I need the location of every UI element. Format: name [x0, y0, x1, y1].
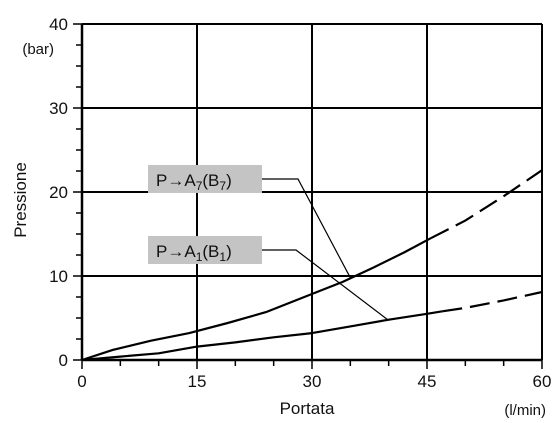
x-tick-label: 15 [188, 372, 207, 391]
series-dashed-extension-1 [430, 169, 543, 240]
series-line-1 [81, 237, 432, 362]
y-tick-label: 40 [49, 15, 68, 34]
series-label-leader-1 [262, 178, 351, 278]
series-label-1: P→A7(B7) [156, 171, 232, 193]
x-tick-label: 30 [303, 372, 322, 391]
series-label-2: P→A1(B1) [156, 242, 232, 264]
x-axis-label: Portata [280, 399, 335, 418]
series-dashed-extension-2 [442, 290, 543, 313]
y-axis-unit: (bar) [22, 41, 54, 58]
x-tick-label: 0 [77, 372, 86, 391]
y-axis-label: Pressione [11, 162, 30, 238]
series-label-box-1 [148, 165, 262, 193]
y-tick-label: 10 [49, 267, 68, 286]
y-tick-label: 0 [59, 351, 68, 370]
x-axis-unit: (l/min) [504, 402, 546, 419]
series-label-leader-2 [262, 249, 390, 321]
series-labels: P→A7(B7) P→A1(B1) [148, 165, 390, 321]
x-tick-label: 45 [418, 372, 437, 391]
axes: 0 15 30 45 60 0 10 20 30 40 [49, 15, 551, 391]
series-lines [81, 169, 543, 362]
x-tick-label: 60 [533, 372, 552, 391]
y-tick-label: 20 [49, 183, 68, 202]
series-label-box-2 [148, 236, 262, 264]
y-tick-label: 30 [49, 99, 68, 118]
series-line-2 [81, 310, 443, 362]
